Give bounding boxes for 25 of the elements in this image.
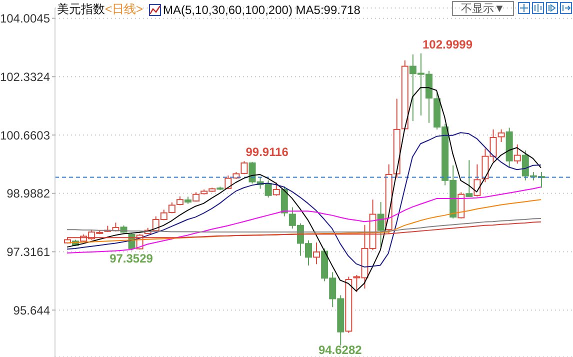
- line-series: [66, 132, 542, 268]
- y-tick-label: 102.3324: [0, 70, 50, 84]
- y-tick-label: 95.644: [13, 303, 50, 318]
- annotation: 97.3529: [110, 251, 154, 266]
- y-tick-label: 97.3161: [6, 245, 50, 259]
- chart-subtitle: <日线>: [105, 1, 144, 18]
- candlestick: [377, 202, 384, 248]
- candlestick: [313, 242, 320, 265]
- line-series: [66, 87, 542, 292]
- candlestick: [466, 160, 473, 197]
- annotation: MA(5,10,30,60,100,200) MA5:99.718: [163, 2, 360, 16]
- chart-title: 美元指数: [57, 1, 105, 18]
- annotation: 94.6282: [318, 343, 362, 357]
- candlestick: [458, 192, 465, 219]
- annotation: 102.9999: [422, 37, 473, 52]
- y-tick-label: 100.6603: [0, 128, 50, 142]
- y-tick-label: 98.9882: [6, 186, 50, 201]
- candlestick: [474, 164, 481, 197]
- line-series: [66, 186, 542, 254]
- candlestick: [280, 186, 288, 217]
- annotation: 99.9116: [246, 145, 289, 160]
- candlestick: [272, 182, 280, 196]
- candlestick: [514, 144, 521, 164]
- y-tick-label: 104.0045: [0, 12, 50, 26]
- annotation: 不显示▼: [452, 1, 514, 16]
